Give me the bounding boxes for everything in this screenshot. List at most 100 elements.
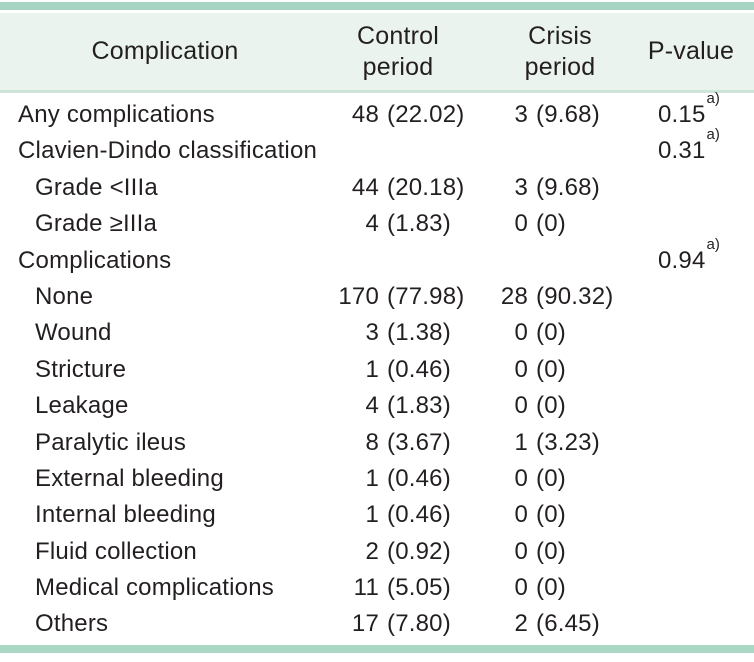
crisis-period-value: 0 (0) [459, 570, 566, 606]
count: 0 [514, 210, 528, 238]
table-row: Paralytic ileus 8 (3.67) 1 (3.23) [0, 425, 754, 461]
count: 48 [351, 101, 379, 128]
table-row: None 170 (77.98) 28 (90.32) [0, 279, 754, 315]
footnote-marker: a) [706, 90, 720, 107]
row-label: Fluid collection [35, 537, 197, 565]
count: 0 [514, 501, 528, 529]
percent: (0.46) [387, 501, 451, 529]
percent: (90.32) [536, 282, 614, 310]
table-row: Stricture 1 (0.46) 0 (0) [0, 352, 754, 388]
control-period-value: 8 (3.67) [310, 425, 451, 461]
count: 4 [365, 392, 379, 420]
count: 0 [514, 464, 528, 492]
crisis-period-value: 0 (0) [459, 352, 566, 388]
header-p-value: P-value [647, 37, 735, 65]
p-value: 0.15a) [658, 91, 720, 133]
percent: (1.38) [387, 319, 451, 347]
percent: (0.46) [387, 464, 451, 492]
row-label: Medical complications [35, 574, 274, 602]
table-row: Fluid collection 2 (0.92) 0 (0) [0, 534, 754, 570]
percent: (3.23) [536, 428, 600, 456]
percent: (9.68) [536, 101, 600, 128]
control-period-value: 3 (1.38) [310, 315, 451, 351]
p-value: 0.94a) [658, 237, 720, 279]
count: 0 [514, 392, 528, 420]
table-body: Any complications 48 (22.02) 3 (9.68) 0.15a) C… [0, 91, 754, 643]
row-label: External bleeding [35, 464, 224, 492]
crisis-period-value: 0 (0) [459, 206, 566, 242]
row-label: Others [35, 610, 109, 638]
table-row: Complications 0.94a) [0, 237, 754, 279]
row-label: None [35, 282, 94, 310]
header-control-period: Control period [357, 21, 439, 81]
crisis-period-value: 0 (0) [459, 461, 566, 497]
count: 8 [365, 428, 379, 456]
row-label: Leakage [35, 392, 129, 420]
table-row: Clavien-Dindo classification 0.31a) [0, 127, 754, 169]
percent: (77.98) [387, 282, 465, 310]
percent: (1.83) [387, 392, 451, 420]
table-row: External bleeding 1 (0.46) 0 (0) [0, 461, 754, 497]
p-value-number: 0.94 [658, 246, 706, 274]
row-label: Paralytic ileus [35, 428, 187, 456]
header-complication: Complication [91, 37, 239, 65]
count: 28 [500, 282, 528, 310]
row-label: Grade <IIIa [35, 173, 158, 201]
crisis-period-value: 1 (3.23) [459, 425, 600, 461]
control-period-value: 44 (20.18) [310, 170, 464, 206]
table-row: Wound 3 (1.38) 0 (0) [0, 315, 754, 351]
control-period-value: 1 (0.46) [310, 352, 451, 388]
control-period-value: 48 (22.02) [310, 97, 464, 133]
count: 1 [365, 355, 379, 383]
header-crisis-period: Crisis period [524, 21, 596, 81]
percent: (0) [536, 392, 566, 420]
percent: (1.83) [387, 210, 451, 238]
row-label: Clavien-Dindo classification [18, 137, 318, 165]
crisis-period-value: 0 (0) [459, 534, 566, 570]
count: 4 [365, 210, 379, 238]
percent: (0) [536, 355, 566, 383]
crisis-period-value: 0 (0) [459, 315, 566, 351]
count: 0 [514, 319, 528, 347]
percent: (0) [536, 319, 566, 347]
row-label: Wound [35, 319, 112, 347]
table-header: Complication Control period Crisis perio… [0, 13, 754, 90]
percent: (0.92) [387, 537, 451, 565]
percent: (0) [536, 210, 566, 238]
count: 1 [365, 501, 379, 529]
count: 170 [338, 282, 379, 310]
percent: (0) [536, 464, 566, 492]
percent: (0) [536, 574, 566, 602]
count: 2 [514, 610, 528, 638]
crisis-period-value: 0 (0) [459, 497, 566, 533]
percent: (0) [536, 501, 566, 529]
crisis-period-value: 3 (9.68) [459, 97, 600, 133]
row-label: Any complications [18, 101, 215, 128]
p-value-number: 0.31 [658, 137, 706, 165]
control-period-value: 1 (0.46) [310, 497, 451, 533]
count: 3 [365, 319, 379, 347]
table-top-rule [0, 2, 754, 10]
footnote-marker: a) [706, 235, 720, 253]
row-label: Internal bleeding [35, 501, 216, 529]
count: 2 [365, 537, 379, 565]
percent: (5.05) [387, 574, 451, 602]
table-row: Any complications 48 (22.02) 3 (9.68) 0.15a) [0, 91, 754, 133]
percent: (0.46) [387, 355, 451, 383]
p-value-number: 0.15 [658, 101, 706, 128]
count: 17 [351, 610, 379, 638]
control-period-value: 1 (0.46) [310, 461, 451, 497]
crisis-period-value: 0 (0) [459, 388, 566, 424]
count: 3 [514, 173, 528, 201]
row-label: Stricture [35, 355, 127, 383]
control-period-value: 2 (0.92) [310, 534, 451, 570]
percent: (22.02) [387, 101, 465, 128]
percent: (3.67) [387, 428, 451, 456]
footnote-marker: a) [706, 126, 720, 144]
control-period-value: 170 (77.98) [310, 279, 464, 315]
table-row: Grade <IIIa 44 (20.18) 3 (9.68) [0, 170, 754, 206]
crisis-period-value: 28 (90.32) [459, 279, 613, 315]
control-period-value: 17 (7.80) [310, 606, 451, 642]
percent: (9.68) [536, 173, 600, 201]
